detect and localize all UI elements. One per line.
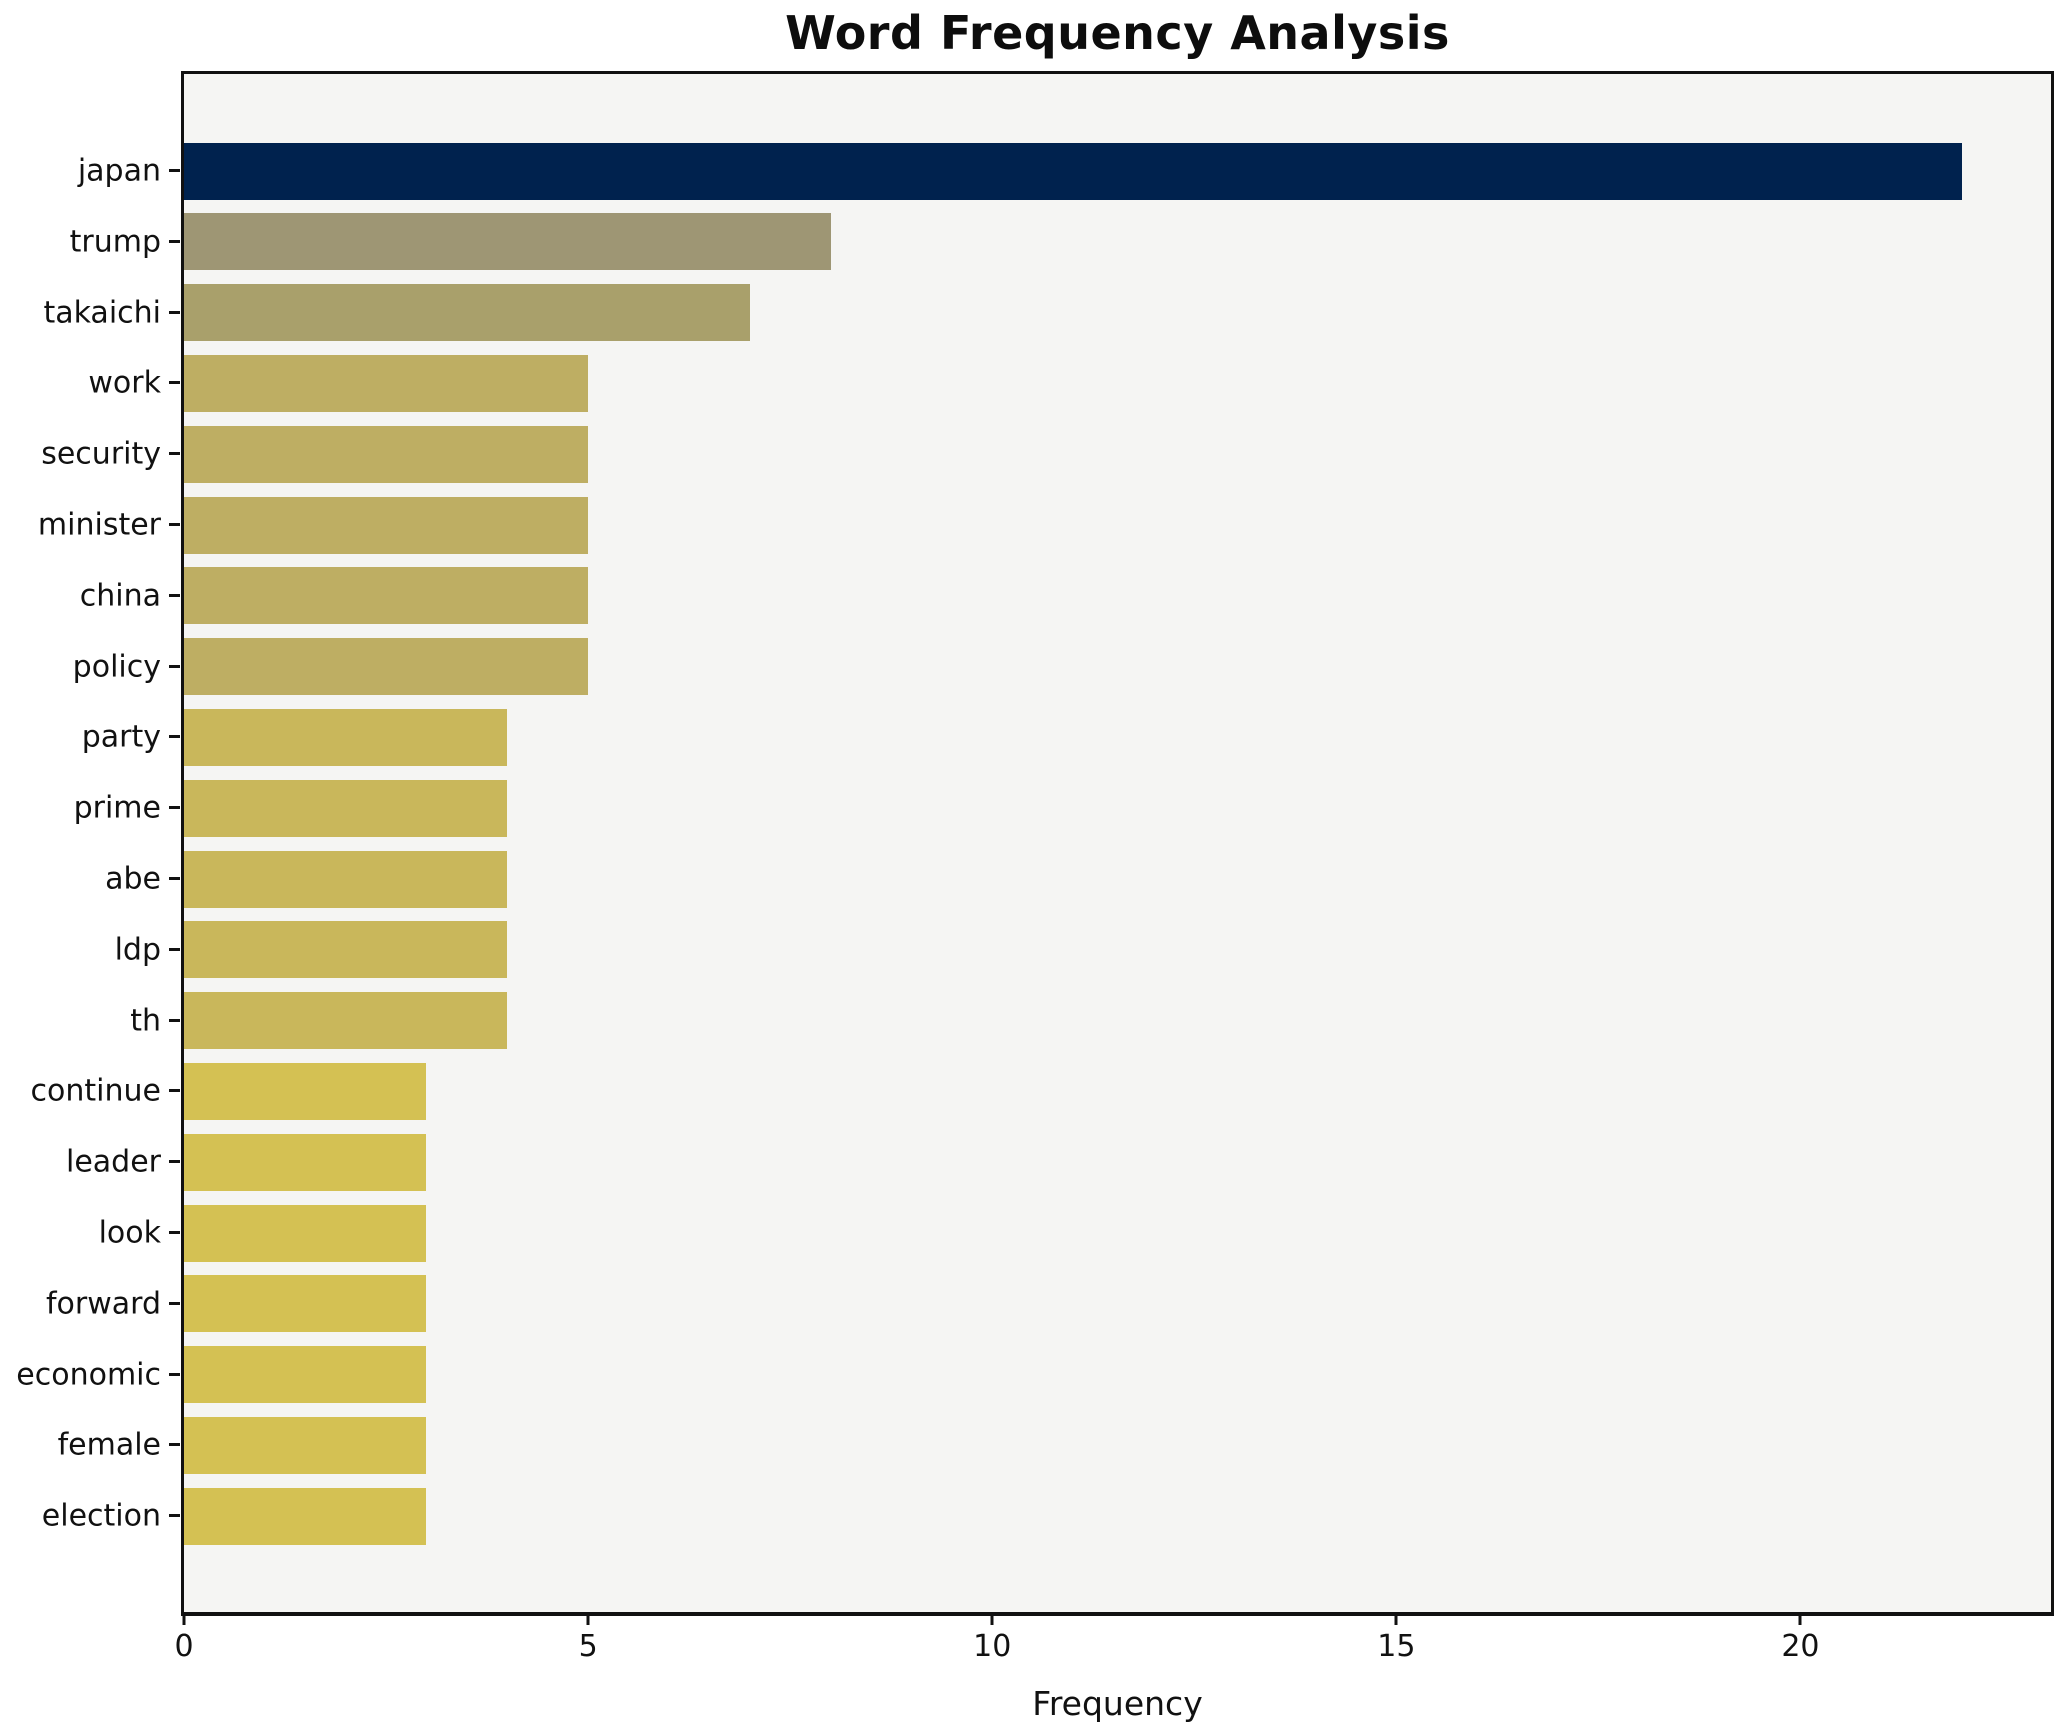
y-tick-label: work xyxy=(88,365,161,401)
bar-th xyxy=(184,992,508,1050)
bar-takaichi xyxy=(184,284,750,342)
bar-row: china xyxy=(80,567,2051,625)
y-tick-mark xyxy=(169,169,180,172)
y-tick-label: election xyxy=(41,1498,161,1534)
y-tick-mark xyxy=(169,1089,180,1093)
x-axis-label: Frequency xyxy=(1032,1684,1203,1722)
bar-look xyxy=(184,1204,427,1262)
y-tick-label: abe xyxy=(105,861,161,897)
bar-row: work xyxy=(88,354,2051,412)
bar-row: th xyxy=(130,992,2051,1050)
bar-minister xyxy=(184,496,589,554)
y-tick-label: trump xyxy=(69,224,161,260)
y-tick-mark xyxy=(169,1301,180,1305)
y-tick-mark xyxy=(169,735,180,739)
y-tick-label: takaichi xyxy=(43,295,161,331)
bar-row: prime xyxy=(74,779,2051,837)
y-tick-label: look xyxy=(98,1215,161,1251)
y-tick-label: party xyxy=(81,719,161,755)
y-tick-mark xyxy=(169,310,180,314)
x-tick-label: 20 xyxy=(1781,1629,1820,1664)
bar-policy xyxy=(184,638,589,696)
bar-row: policy xyxy=(73,638,2051,696)
bar-row: minister xyxy=(38,496,2051,554)
y-tick-mark xyxy=(169,1443,180,1447)
y-tick-mark xyxy=(169,452,180,456)
bar-ldp xyxy=(184,921,508,979)
bar-economic xyxy=(184,1346,427,1404)
y-tick-mark xyxy=(169,1231,180,1234)
bar-continue xyxy=(184,1062,427,1120)
x-tick-mark xyxy=(182,1615,186,1625)
y-tick-label: japan xyxy=(77,153,161,189)
y-tick-mark xyxy=(169,664,180,668)
y-tick-mark xyxy=(169,381,180,385)
y-tick-label: th xyxy=(130,1003,161,1039)
y-tick-mark xyxy=(169,806,180,810)
bar-female xyxy=(184,1416,427,1474)
bar-row: ldp xyxy=(115,921,2051,979)
bar-abe xyxy=(184,850,508,908)
bar-work xyxy=(184,354,589,412)
y-tick-label: female xyxy=(57,1427,161,1463)
bar-japan xyxy=(184,142,1963,200)
bar-security xyxy=(184,425,589,483)
y-tick-label: continue xyxy=(30,1073,161,1109)
y-tick-label: economic xyxy=(16,1357,161,1393)
y-tick-mark xyxy=(169,1514,180,1518)
x-tick-label: 5 xyxy=(578,1629,598,1664)
y-tick-label: leader xyxy=(65,1144,161,1180)
x-tick-mark xyxy=(586,1615,590,1625)
y-tick-label: policy xyxy=(72,649,161,685)
y-tick-mark xyxy=(169,1372,180,1376)
bar-row: continue xyxy=(31,1062,2051,1120)
x-tick-label: 0 xyxy=(174,1629,194,1664)
x-tick-label: 10 xyxy=(973,1629,1012,1664)
y-tick-label: forward xyxy=(45,1286,161,1322)
x-tick-label: 15 xyxy=(1377,1629,1416,1664)
y-tick-mark xyxy=(169,947,180,951)
bar-forward xyxy=(184,1275,427,1333)
y-tick-mark xyxy=(169,593,180,597)
y-tick-mark xyxy=(169,1160,180,1164)
y-tick-label: security xyxy=(41,436,161,472)
bar-party xyxy=(184,708,508,766)
bar-row: forward xyxy=(46,1275,2051,1333)
bar-trump xyxy=(184,213,831,271)
bar-row: takaichi xyxy=(43,284,2051,342)
bar-leader xyxy=(184,1133,427,1191)
bar-row: abe xyxy=(105,850,2051,908)
y-tick-mark xyxy=(169,239,180,243)
x-tick-mark xyxy=(990,1615,994,1625)
bar-china xyxy=(184,567,589,625)
y-tick-label: ldp xyxy=(114,932,161,968)
bar-row: economic xyxy=(16,1346,2051,1404)
y-tick-mark xyxy=(169,1018,180,1022)
y-tick-label: prime xyxy=(73,790,161,826)
chart-title: Word Frequency Analysis xyxy=(785,6,1450,60)
y-tick-label: minister xyxy=(37,507,161,543)
bar-row: japan xyxy=(78,142,2051,200)
bar-row: female xyxy=(58,1416,2051,1474)
y-tick-label: china xyxy=(79,578,161,614)
bar-row: trump xyxy=(70,213,2051,271)
bar-row: party xyxy=(82,708,2051,766)
x-tick-mark xyxy=(1798,1615,1802,1625)
bar-row: look xyxy=(99,1204,2051,1262)
y-tick-mark xyxy=(169,877,180,880)
bar-row: election xyxy=(42,1487,2051,1545)
bar-prime xyxy=(184,779,508,837)
plot-area: japan trump takaichi work security minister ch… xyxy=(16,71,2054,1664)
bar-row: security xyxy=(41,425,2051,483)
bar-election xyxy=(184,1487,427,1545)
y-tick-mark xyxy=(169,523,180,526)
bar-row: leader xyxy=(66,1133,2051,1191)
x-tick-mark xyxy=(1394,1615,1398,1625)
bars-container: japan trump takaichi work security minister ch… xyxy=(16,74,2051,1612)
